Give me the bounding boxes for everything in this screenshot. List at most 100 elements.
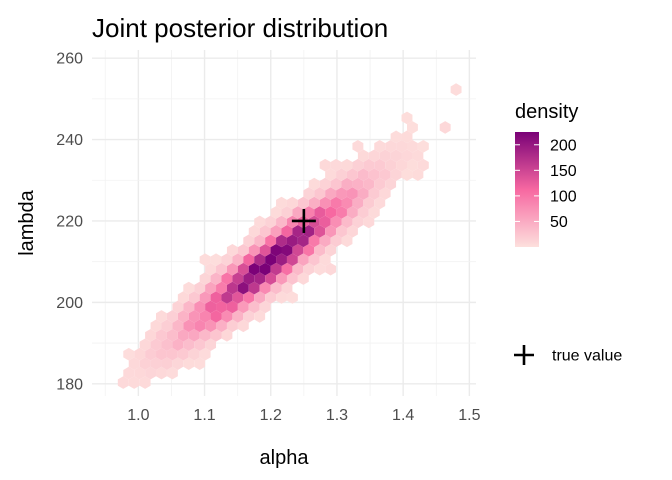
- hex-cell: [401, 149, 413, 163]
- hex-cell: [341, 196, 353, 210]
- hex-cell: [216, 281, 227, 295]
- hex-cell: [123, 366, 135, 380]
- hex-cell: [199, 347, 211, 361]
- hex-cell: [226, 319, 238, 333]
- hex-cell: [254, 215, 266, 229]
- hex-cell: [216, 262, 227, 276]
- hex-cell: [336, 206, 347, 219]
- hex-cell: [450, 83, 462, 96]
- hex-cell: [254, 310, 266, 323]
- hex-cell: [128, 376, 140, 389]
- hex-cell: [161, 338, 173, 352]
- chart-title: Joint posterior distribution: [92, 13, 388, 43]
- hex-cell: [417, 140, 429, 153]
- hex-cell: [314, 262, 326, 276]
- x-axis-title: alpha: [260, 447, 310, 469]
- hex-cell: [385, 158, 397, 172]
- hex-cell: [188, 329, 200, 342]
- hex-cell: [226, 300, 238, 314]
- hex-cell: [439, 121, 451, 134]
- hex-cell: [199, 253, 211, 266]
- hex-cell: [194, 300, 206, 314]
- hex-cell: [177, 329, 189, 342]
- hex-cell: [232, 310, 244, 323]
- hex-cell: [352, 177, 364, 191]
- hex-cell: [406, 140, 418, 153]
- hex-cell: [188, 310, 200, 323]
- hex-cell: [314, 187, 326, 200]
- hex-cell: [166, 366, 178, 380]
- hex-cell: [330, 234, 342, 248]
- hex-cell: [205, 262, 217, 276]
- hex-cell: [221, 272, 233, 285]
- hex-cell: [265, 272, 277, 285]
- hex-cell: [172, 357, 184, 370]
- hex-cell: [325, 262, 337, 276]
- hex-cell: [156, 366, 167, 380]
- x-tick-label: 1.2: [260, 407, 282, 424]
- x-tick-label: 1.3: [326, 407, 348, 424]
- hex-cell: [352, 196, 364, 210]
- hex-cell: [396, 140, 407, 153]
- hex-cell: [363, 215, 375, 229]
- hex-cell: [374, 140, 386, 153]
- hex-cell: [183, 319, 195, 333]
- hex-cell: [139, 338, 151, 352]
- hex-cell: [401, 130, 413, 144]
- hex-cell: [379, 187, 391, 200]
- hex-cell: [292, 206, 304, 219]
- x-axis-ticks: 1.0 1.1 1.2 1.3 1.4 1.5: [127, 407, 480, 424]
- hex-cell: [330, 196, 342, 210]
- hex-cell: [341, 158, 353, 172]
- hex-cell: [237, 281, 249, 295]
- hex-cell: [325, 187, 337, 200]
- hex-cell: [199, 291, 211, 304]
- y-axis-title: lambda: [16, 189, 38, 255]
- hex-cell: [319, 234, 331, 248]
- hex-cell: [270, 243, 282, 257]
- hex-cell: [286, 272, 298, 285]
- hex-cell: [281, 225, 293, 238]
- hex-cell: [319, 215, 331, 229]
- hex-cell: [156, 347, 167, 361]
- hex-cell: [183, 281, 195, 295]
- hex-cell: [406, 158, 418, 172]
- hex-cell: [210, 329, 222, 342]
- y-tick-label: 220: [56, 213, 83, 230]
- hex-cell: [412, 168, 424, 181]
- hex-cell: [248, 281, 260, 295]
- hex-cell: [346, 187, 358, 200]
- hex-cell: [254, 291, 266, 304]
- hex-cell: [172, 300, 184, 314]
- hex-cell: [259, 243, 271, 257]
- hex-cell: [363, 196, 375, 210]
- hex-cell: [243, 272, 255, 285]
- hex-cell: [390, 168, 402, 181]
- hex-cell: [194, 319, 206, 333]
- hex-cell: [259, 225, 271, 238]
- hex-cell: [412, 149, 424, 163]
- x-tick-label: 1.1: [193, 407, 215, 424]
- hex-cell: [303, 262, 315, 276]
- hex-cell: [145, 347, 157, 361]
- hex-cell: [286, 234, 298, 248]
- hex-cell: [368, 206, 380, 219]
- hex-cell: [232, 291, 244, 304]
- hex-cell: [237, 319, 249, 333]
- hex-cell: [346, 168, 358, 181]
- hex-cell: [286, 253, 298, 266]
- legend-true-value-label: true value: [552, 348, 622, 365]
- hex-cell: [325, 243, 337, 257]
- hex-cell: [177, 310, 189, 323]
- hex-cell: [199, 329, 211, 342]
- legend-tick-label: 50: [550, 214, 568, 231]
- hex-cell: [237, 262, 249, 276]
- hex-cell: [314, 243, 326, 257]
- hex-cell: [150, 357, 162, 370]
- hex-cell: [221, 291, 233, 304]
- hex-cell: [270, 206, 282, 219]
- hexbin-layer: [117, 83, 462, 389]
- hex-cell: [139, 376, 151, 389]
- y-tick-label: 180: [56, 376, 83, 393]
- hex-cell: [379, 149, 391, 163]
